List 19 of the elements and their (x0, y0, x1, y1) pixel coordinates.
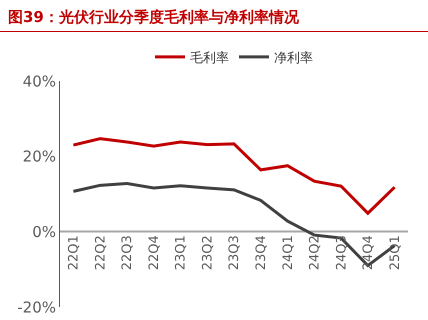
x-tick-label: 25Q1 (388, 235, 403, 270)
x-tick-label: 23Q2 (200, 235, 216, 270)
y-tick-label: 40% (22, 72, 56, 90)
x-tick-label: 22Q4 (146, 235, 162, 270)
legend-label: 净利率 (274, 50, 313, 66)
x-tick-label: 23Q1 (174, 235, 189, 270)
line-series (72, 137, 396, 215)
x-tick-label: 24Q1 (280, 235, 296, 270)
x-tick-label: 22Q2 (93, 235, 108, 270)
x-tick-label: 23Q4 (254, 235, 269, 270)
y-tick-label: -20% (17, 298, 56, 316)
x-tick-label: 22Q1 (66, 235, 82, 270)
x-tick-label: 23Q3 (227, 235, 242, 270)
chart-title: 图39：光伏行业分季度毛利率与净利率情况 (0, 0, 428, 32)
legend-label: 毛利率 (190, 50, 229, 66)
x-tick-label: 24Q2 (308, 235, 323, 270)
x-tick-label: 22Q3 (120, 235, 136, 270)
y-tick-label: 20% (22, 148, 56, 166)
y-tick-label: 0% (32, 222, 56, 241)
